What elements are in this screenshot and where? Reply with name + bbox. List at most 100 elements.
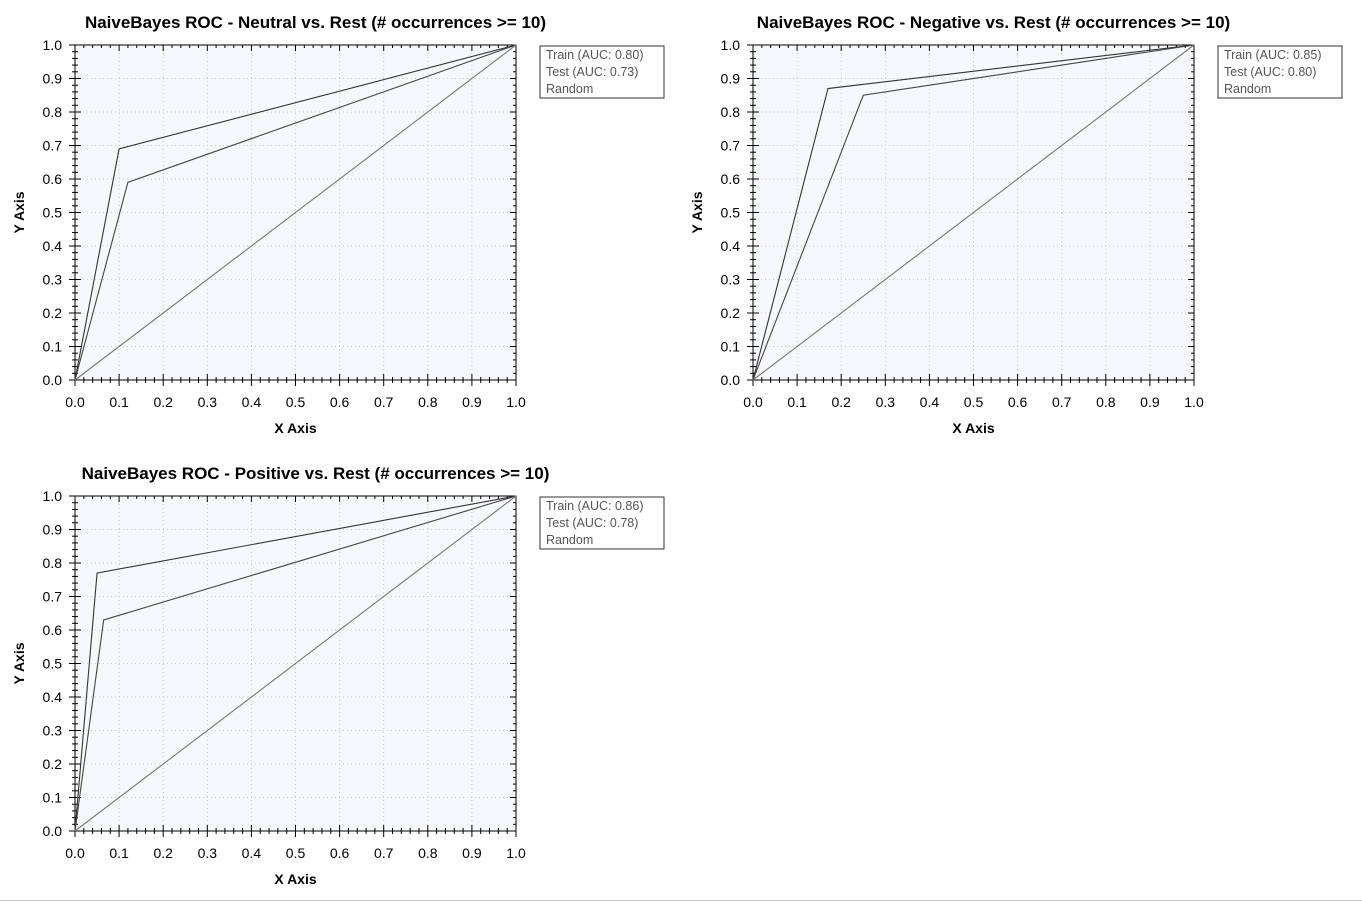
x-tick-label: 0.7 [1052, 394, 1072, 410]
series-line-0 [74, 44, 517, 381]
legend-entry: Train (AUC: 0.80) [546, 48, 643, 62]
legend-entry: Train (AUC: 0.86) [546, 499, 643, 513]
minor-ticks [747, 44, 1195, 386]
x-tick-label: 0.3 [198, 394, 218, 410]
x-tick-label: 0.4 [242, 845, 262, 861]
minor-ticks [69, 495, 517, 837]
y-tick-label: 0.3 [43, 723, 63, 739]
x-tick-label: 0.6 [1008, 394, 1028, 410]
y-tick-label: 1.0 [43, 488, 63, 504]
series-line-1 [74, 495, 517, 832]
legend: Train (AUC: 0.86) Test (AUC: 0.78) Random [539, 496, 665, 550]
y-tick-label: 0.0 [43, 823, 63, 839]
y-tick-label: 0.7 [721, 138, 741, 154]
x-tick-label: 0.1 [109, 394, 129, 410]
y-tick-label: 0.8 [43, 555, 63, 571]
chart-title: NaiveBayes ROC - Neutral vs. Rest (# occ… [85, 13, 546, 32]
series-lines [752, 44, 1195, 381]
y-axis-label: Y Axis [11, 191, 27, 233]
x-tick-label: 0.1 [787, 394, 807, 410]
tick-labels: 0.0 0.1 0.2 0.3 0.4 0.5 0.6 0.7 0.8 0.9 1.0 0.0 0.1 0… [43, 37, 526, 410]
x-tick-label: 1.0 [506, 394, 526, 410]
y-tick-label: 0.4 [721, 238, 741, 254]
legend-entry: Train (AUC: 0.85) [1224, 48, 1321, 62]
legend: Train (AUC: 0.85) Test (AUC: 0.80) Random [1217, 45, 1343, 99]
x-tick-label: 0.3 [876, 394, 896, 410]
x-tick-label: 0.2 [831, 394, 851, 410]
chart-title: NaiveBayes ROC - Positive vs. Rest (# oc… [82, 464, 550, 483]
series-line-2 [74, 44, 517, 381]
y-tick-label: 0.5 [721, 205, 741, 221]
y-tick-label: 0.3 [721, 272, 741, 288]
x-tick-label: 0.0 [65, 394, 85, 410]
x-tick-label: 0.2 [153, 394, 173, 410]
legend-entry: Random [546, 533, 593, 547]
y-tick-label: 0.8 [43, 104, 63, 120]
x-tick-label: 0.8 [418, 394, 438, 410]
x-tick-label: 0.4 [242, 394, 262, 410]
legend-entry: Test (AUC: 0.73) [546, 65, 638, 79]
series-line-0 [74, 495, 517, 832]
tick-labels: 0.0 0.1 0.2 0.3 0.4 0.5 0.6 0.7 0.8 0.9 1.0 0.0 0.1 0… [43, 488, 526, 861]
y-tick-label: 0.5 [43, 205, 63, 221]
y-tick-label: 0.9 [721, 71, 741, 87]
y-tick-label: 0.7 [43, 138, 63, 154]
series-lines [74, 44, 517, 381]
x-axis-label: X Axis [274, 420, 316, 436]
x-tick-label: 0.8 [1096, 394, 1116, 410]
x-tick-label: 0.5 [286, 394, 306, 410]
x-tick-label: 0.9 [462, 394, 482, 410]
legend-entry: Random [1224, 82, 1271, 96]
x-tick-label: 0.7 [374, 394, 394, 410]
tick-labels: 0.0 0.1 0.2 0.3 0.4 0.5 0.6 0.7 0.8 0.9 1.0 0.0 0.1 0… [721, 37, 1204, 410]
legend-box [1217, 45, 1343, 99]
x-tick-label: 0.0 [743, 394, 763, 410]
y-tick-label: 0.3 [43, 272, 63, 288]
y-tick-label: 0.7 [43, 589, 63, 605]
y-tick-label: 0.0 [43, 372, 63, 388]
y-tick-label: 0.2 [721, 305, 741, 321]
y-tick-label: 0.2 [43, 305, 63, 321]
x-tick-label: 0.0 [65, 845, 85, 861]
series-line-1 [74, 44, 517, 381]
y-tick-label: 0.6 [43, 622, 63, 638]
x-tick-label: 0.5 [964, 394, 984, 410]
x-tick-label: 0.3 [198, 845, 218, 861]
y-tick-label: 1.0 [721, 37, 741, 53]
page-bottom-divider [0, 900, 1362, 901]
y-tick-label: 0.2 [43, 756, 63, 772]
y-axis-label: Y Axis [11, 642, 27, 684]
chart-title: NaiveBayes ROC - Negative vs. Rest (# oc… [757, 13, 1230, 32]
y-tick-label: 0.1 [43, 339, 63, 355]
chart-neutral-vs-rest: NaiveBayes ROC - Neutral vs. Rest (# occ… [0, 0, 680, 450]
x-tick-label: 1.0 [506, 845, 526, 861]
chart-negative-vs-rest: NaiveBayes ROC - Negative vs. Rest (# oc… [678, 0, 1358, 450]
series-line-1 [752, 44, 1195, 381]
y-tick-label: 0.1 [43, 790, 63, 806]
legend: Train (AUC: 0.80) Test (AUC: 0.73) Random [539, 45, 665, 99]
x-tick-label: 0.7 [374, 845, 394, 861]
y-tick-label: 0.9 [43, 522, 63, 538]
x-tick-label: 1.0 [1184, 394, 1204, 410]
y-tick-label: 0.8 [721, 104, 741, 120]
x-axis-label: X Axis [274, 871, 316, 887]
x-tick-label: 0.4 [920, 394, 940, 410]
series-line-2 [752, 44, 1195, 381]
legend-box [539, 45, 665, 99]
series-lines [74, 495, 517, 832]
y-tick-label: 0.0 [721, 372, 741, 388]
y-tick-label: 0.6 [43, 171, 63, 187]
legend-entry: Test (AUC: 0.78) [546, 516, 638, 530]
legend-entry: Random [546, 82, 593, 96]
y-tick-label: 0.4 [43, 689, 63, 705]
x-tick-label: 0.2 [153, 845, 173, 861]
x-tick-label: 0.9 [462, 845, 482, 861]
chart-svg: NaiveBayes ROC - Neutral vs. Rest (# occ… [11, 13, 665, 436]
series-line-2 [74, 495, 517, 832]
y-axis-label: Y Axis [689, 191, 705, 233]
y-tick-label: 0.5 [43, 656, 63, 672]
x-tick-label: 0.6 [330, 394, 350, 410]
x-tick-label: 0.6 [330, 845, 350, 861]
chart-svg: NaiveBayes ROC - Positive vs. Rest (# oc… [11, 464, 665, 887]
